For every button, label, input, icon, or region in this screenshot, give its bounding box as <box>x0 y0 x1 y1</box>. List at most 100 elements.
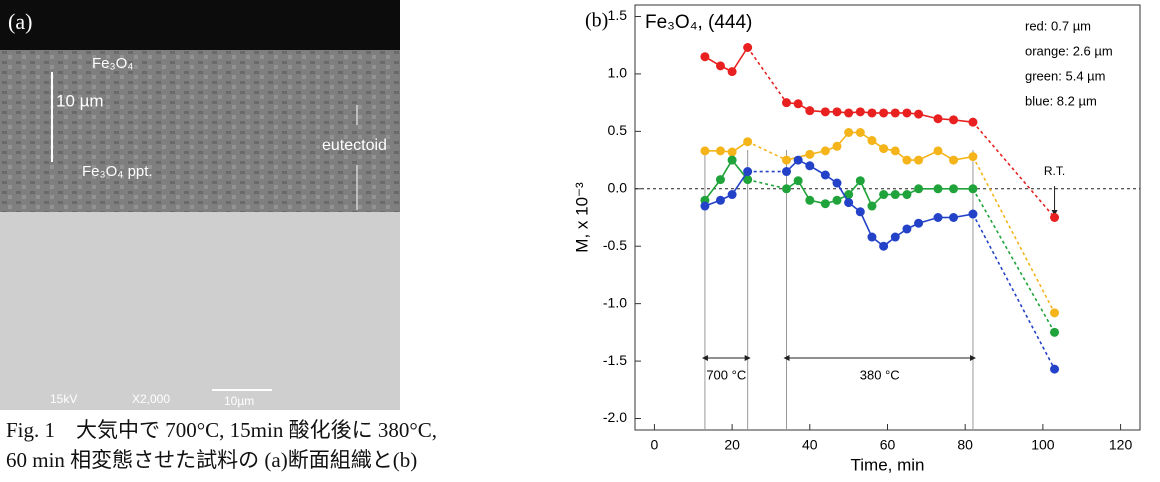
data-point <box>833 142 842 151</box>
data-point <box>805 161 814 170</box>
y-tick-label: -1.0 <box>603 294 627 310</box>
range-label: 380 °C <box>860 367 900 382</box>
oxide-layer <box>0 50 400 212</box>
data-point <box>879 242 888 251</box>
data-point <box>821 171 830 180</box>
data-point <box>867 233 876 242</box>
trend-segment <box>973 122 1055 217</box>
data-point <box>856 107 865 116</box>
x-tick-label: 0 <box>651 437 659 453</box>
x-tick-label: 80 <box>957 437 973 453</box>
rt-label: R.T. <box>1044 164 1065 178</box>
data-point <box>891 146 900 155</box>
y-tick-label: 1.0 <box>608 65 628 81</box>
x-tick-label: 100 <box>1031 437 1055 453</box>
data-point <box>782 156 791 165</box>
data-point <box>728 67 737 76</box>
data-point <box>743 137 752 146</box>
page: (a) Fe₃O₄ 10 µm eutectoid Fe₃O₄ ppt. 15k… <box>0 0 1160 482</box>
x-tick-label: 20 <box>724 437 740 453</box>
data-point <box>1050 365 1059 374</box>
steel-layer <box>0 212 400 410</box>
trend-segment <box>748 180 787 189</box>
data-point <box>934 213 943 222</box>
data-point <box>891 233 900 242</box>
y-tick-label: 0.5 <box>608 122 628 138</box>
data-point <box>856 176 865 185</box>
data-point <box>902 224 911 233</box>
data-point <box>856 128 865 137</box>
legend-note: red: 0.7 µm <box>1025 18 1091 33</box>
x-tick-label: 40 <box>802 437 818 453</box>
data-point <box>891 190 900 199</box>
data-point <box>949 213 958 222</box>
data-point <box>794 176 803 185</box>
data-point <box>821 107 830 116</box>
y-axis-label: M, x 10⁻³ <box>572 182 591 253</box>
data-point <box>716 196 725 205</box>
data-point <box>700 146 709 155</box>
data-point <box>728 190 737 199</box>
data-point <box>728 156 737 165</box>
x-axis-label: Time, min <box>851 455 925 474</box>
data-point <box>1050 328 1059 337</box>
data-point <box>968 184 977 193</box>
sem-voltage: 15kV <box>50 392 77 406</box>
data-point <box>968 152 977 161</box>
data-point <box>700 52 709 61</box>
data-point <box>879 190 888 199</box>
chart-title: Fe₃O₄, (444) <box>645 12 752 33</box>
y-tick-label: -1.5 <box>603 352 627 368</box>
data-point <box>856 207 865 216</box>
y-tick-label: -0.5 <box>603 237 627 253</box>
data-point <box>743 167 752 176</box>
data-point <box>1050 213 1059 222</box>
data-point <box>1050 308 1059 317</box>
data-point <box>782 167 791 176</box>
mount-layer <box>0 0 400 50</box>
data-point <box>914 156 923 165</box>
legend-note: green: 5.4 µm <box>1025 68 1105 83</box>
data-point <box>949 156 958 165</box>
trend-segment <box>973 157 1055 313</box>
trend-segment <box>748 142 787 160</box>
x-tick-label: 60 <box>880 437 896 453</box>
data-point <box>716 175 725 184</box>
data-point <box>902 108 911 117</box>
data-point <box>833 179 842 188</box>
trend-segment <box>748 48 787 103</box>
y-tick-label: 0.0 <box>608 179 628 195</box>
data-point <box>891 108 900 117</box>
data-point <box>914 219 923 228</box>
oxide-label: Fe₃O₄ <box>92 55 133 72</box>
data-point <box>934 146 943 155</box>
y-tick-label: 1.5 <box>608 7 628 23</box>
range-label: 700 °C <box>706 367 746 382</box>
legend-note: orange: 2.6 µm <box>1025 43 1113 58</box>
sem-magnification: X2,000 <box>132 392 170 406</box>
data-point <box>833 107 842 116</box>
eutectoid-label: eutectoid <box>322 137 387 154</box>
y-tick-label: -2.0 <box>603 409 627 425</box>
data-point <box>716 146 725 155</box>
trend-segment <box>973 214 1055 369</box>
data-point <box>949 115 958 124</box>
scale-bar-label: 10µm <box>224 394 254 408</box>
data-point <box>914 110 923 119</box>
data-point <box>821 146 830 155</box>
data-point <box>867 136 876 145</box>
data-point <box>833 196 842 205</box>
legend-note: blue: 8.2 µm <box>1025 93 1097 108</box>
data-point <box>879 108 888 117</box>
panel-label: (a) <box>8 9 32 34</box>
data-point <box>844 198 853 207</box>
data-point <box>821 199 830 208</box>
data-point <box>794 156 803 165</box>
data-point <box>949 184 958 193</box>
data-point <box>716 61 725 70</box>
thickness-label: 10 µm <box>56 91 104 110</box>
data-point <box>902 190 911 199</box>
data-point <box>934 114 943 123</box>
data-point <box>914 184 923 193</box>
